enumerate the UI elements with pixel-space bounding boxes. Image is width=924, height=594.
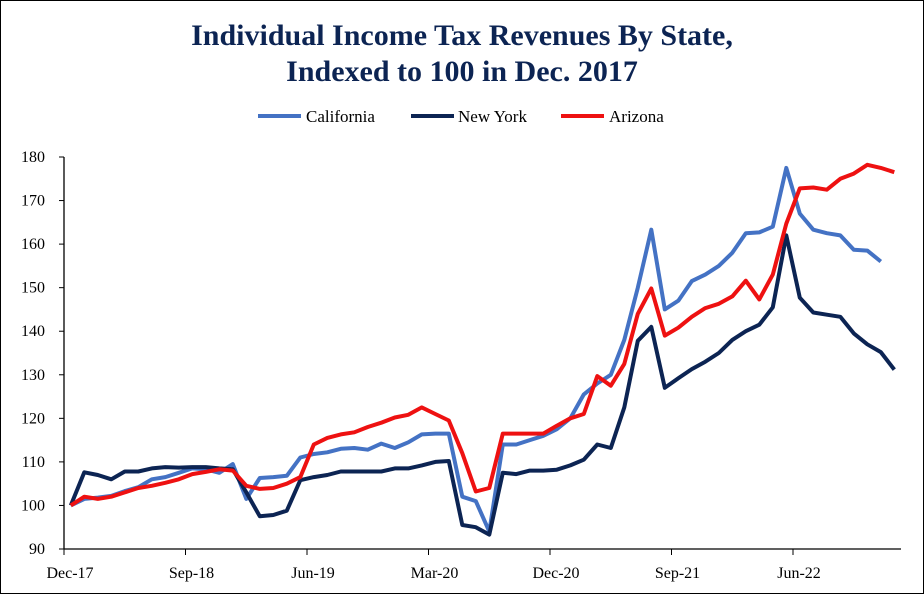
chart-title-line-2: Indexed to 100 in Dec. 2017 xyxy=(286,55,638,88)
chart-title-line-1: Individual Income Tax Revenues By State, xyxy=(191,19,733,52)
y-tick-label: 150 xyxy=(21,280,45,297)
x-tick-label: Sep-18 xyxy=(169,565,214,582)
series-line-arizona xyxy=(69,162,895,508)
y-tick-label: 170 xyxy=(21,193,45,210)
y-tick-label: 140 xyxy=(21,323,45,340)
y-tick-label: 100 xyxy=(21,497,45,514)
legend-label-new-york: New York xyxy=(458,107,527,126)
x-tick-label: Dec-17 xyxy=(46,565,93,582)
y-tick-label: 120 xyxy=(21,410,45,427)
legend-item-arizona: Arizona xyxy=(561,107,664,126)
series-line-california xyxy=(69,165,883,534)
x-axis: Dec-17 Sep-18 Jun-19 Mar-20 Dec-20 Sep-21 Jun-… xyxy=(46,548,901,582)
legend: California New York Arizona xyxy=(258,107,664,126)
x-tick-label: Sep-21 xyxy=(655,565,700,582)
legend-item-new-york: New York xyxy=(411,107,527,126)
series-line-new-york xyxy=(68,233,896,537)
y-tick-label: 110 xyxy=(22,454,45,471)
y-tick-label: 130 xyxy=(21,367,45,384)
y-axis: 90 100 110 120 130 140 150 160 170 180 xyxy=(21,149,65,558)
series-layer xyxy=(68,162,896,537)
y-tick-label: 90 xyxy=(29,541,45,558)
legend-item-california: California xyxy=(258,107,375,126)
x-tick-label: Dec-20 xyxy=(532,565,579,582)
x-tick-label: Jun-22 xyxy=(777,565,821,582)
legend-label-arizona: Arizona xyxy=(609,107,664,126)
x-tick-label: Mar-20 xyxy=(411,565,459,582)
legend-label-california: California xyxy=(306,107,375,126)
y-tick-label: 180 xyxy=(21,149,45,166)
y-tick-label: 160 xyxy=(21,236,45,253)
x-tick-label: Jun-19 xyxy=(291,565,335,582)
